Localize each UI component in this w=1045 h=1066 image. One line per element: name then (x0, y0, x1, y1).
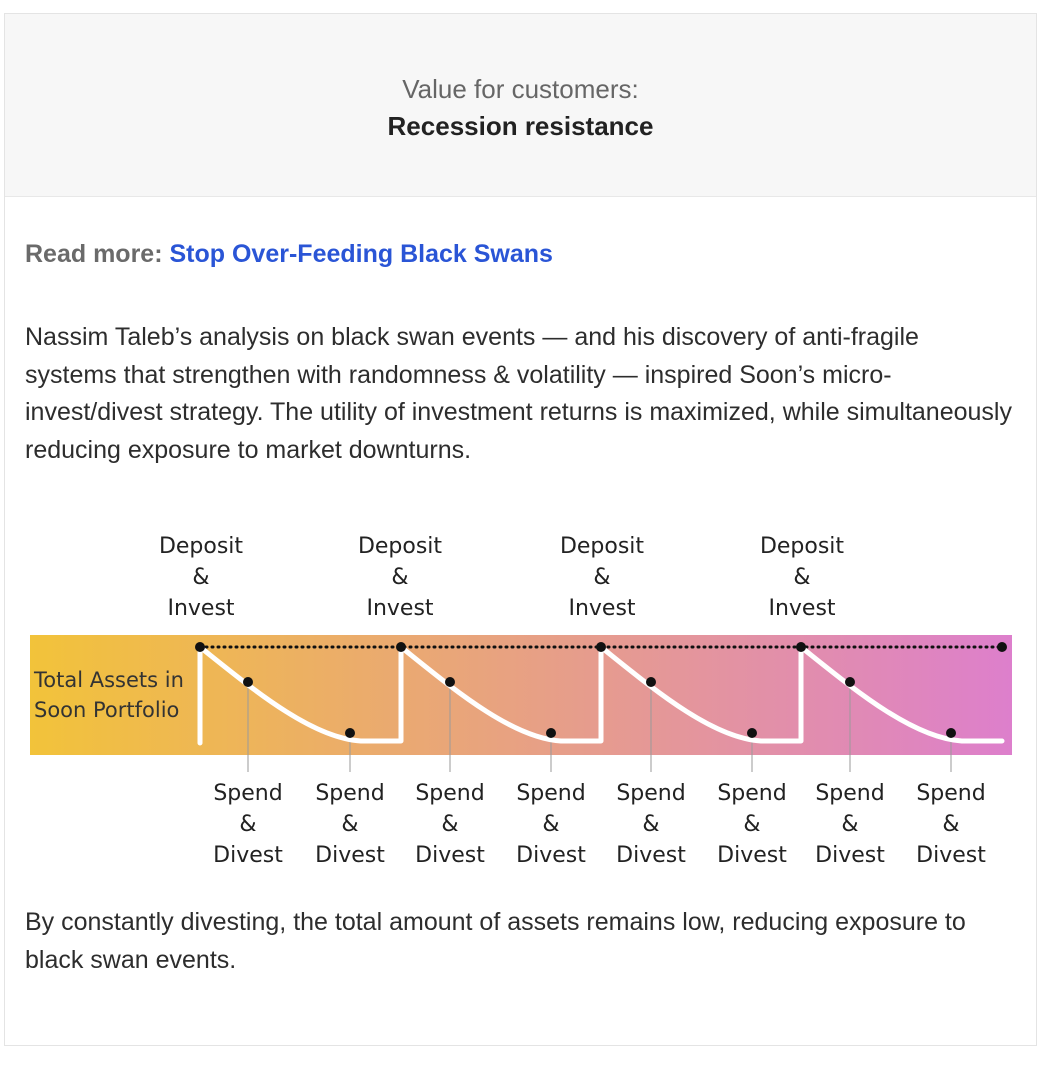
spend-divest-label: & (441, 812, 458, 837)
deposit-invest-label: & (192, 565, 209, 590)
divest-marker (243, 677, 253, 687)
spend-divest-label: & (239, 812, 256, 837)
spend-divest-label: & (341, 812, 358, 837)
deposit-invest-label: Invest (568, 596, 635, 621)
spend-divest-label: Spend (717, 781, 786, 806)
spend-divest-label: Divest (717, 843, 787, 868)
spend-divest-label: Divest (616, 843, 686, 868)
deposit-marker (396, 642, 406, 652)
deposit-invest-label: & (593, 565, 610, 590)
spend-divest-label: Spend (315, 781, 384, 806)
deposit-marker (195, 642, 205, 652)
card-header: Value for customers: Recession resistanc… (5, 14, 1036, 197)
spend-divest-label: Divest (516, 843, 586, 868)
deposit-invest-label: Deposit (760, 534, 844, 559)
divest-marker (646, 677, 656, 687)
spend-divest-label: Spend (415, 781, 484, 806)
band-label-line1: Total Assets in (33, 668, 184, 692)
deposit-marker (596, 642, 606, 652)
band-label-line2: Soon Portfolio (34, 698, 179, 722)
conclusion-paragraph: By constantly divesting, the total amoun… (25, 908, 966, 974)
header-title: Recession resistance (387, 111, 654, 141)
spend-divest-label: Spend (916, 781, 985, 806)
divest-marker (845, 677, 855, 687)
deposit-invest-label: Invest (768, 596, 835, 621)
line-end-marker (997, 642, 1007, 652)
deposit-invest-label: Deposit (358, 534, 442, 559)
spend-divest-label: Divest (415, 843, 485, 868)
spend-divest-label: Spend (516, 781, 585, 806)
spend-divest-label: Spend (616, 781, 685, 806)
deposit-marker (796, 642, 806, 652)
spend-divest-label: Divest (315, 843, 385, 868)
deposit-invest-label: & (793, 565, 810, 590)
read-more: Read more: Stop Over-Feeding Black Swans (25, 240, 553, 269)
spend-divest-label: Spend (213, 781, 282, 806)
spend-divest-label: & (542, 812, 559, 837)
deposit-invest-label: Invest (167, 596, 234, 621)
deposit-invest-label: Deposit (159, 534, 243, 559)
intro-paragraph: Nassim Taleb’s analysis on black swan ev… (25, 323, 1012, 464)
deposit-invest-label: Invest (366, 596, 433, 621)
divest-marker (946, 728, 956, 738)
deposit-invest-label: Deposit (560, 534, 644, 559)
divest-marker (546, 728, 556, 738)
divest-marker (345, 728, 355, 738)
spend-divest-label: & (942, 812, 959, 837)
diagram-marks: Deposit & Invest Deposit & Invest Deposit & Inve… (159, 534, 1007, 868)
spend-divest-label: & (841, 812, 858, 837)
read-more-link[interactable]: Stop Over-Feeding Black Swans (169, 240, 553, 268)
divest-marker (445, 677, 455, 687)
deposit-invest-label: & (391, 565, 408, 590)
divest-marker (747, 728, 757, 738)
invest-divest-diagram: Total Assets in Soon Portfolio Deposit & I… (30, 534, 1012, 868)
spend-divest-label: Divest (213, 843, 283, 868)
spend-divest-label: & (743, 812, 760, 837)
spend-divest-label: Spend (815, 781, 884, 806)
header-subtitle: Value for customers: (402, 74, 639, 104)
spend-divest-label: Divest (916, 843, 986, 868)
assets-band (30, 635, 1012, 755)
content-card: Value for customers: Recession resistanc… (4, 13, 1037, 1046)
read-more-label: Read more: (25, 240, 163, 268)
spend-divest-label: Divest (815, 843, 885, 868)
spend-divest-label: & (642, 812, 659, 837)
